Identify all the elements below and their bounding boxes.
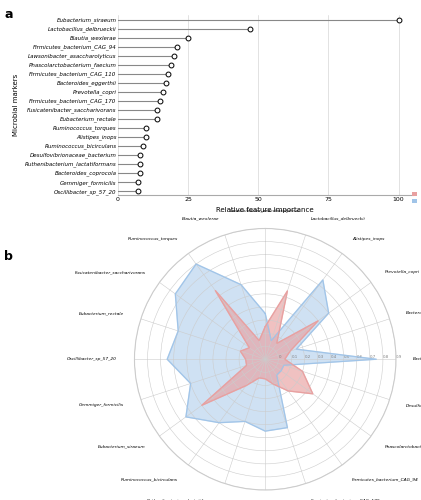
Text: b: b xyxy=(4,250,13,263)
Polygon shape xyxy=(202,290,318,406)
Text: a: a xyxy=(4,8,13,20)
X-axis label: Relative feature importance: Relative feature importance xyxy=(216,208,314,214)
Polygon shape xyxy=(167,264,376,431)
Y-axis label: Microbial markers: Microbial markers xyxy=(13,74,19,136)
Legend: Autologous, Allogenic: Autologous, Allogenic xyxy=(412,192,421,204)
